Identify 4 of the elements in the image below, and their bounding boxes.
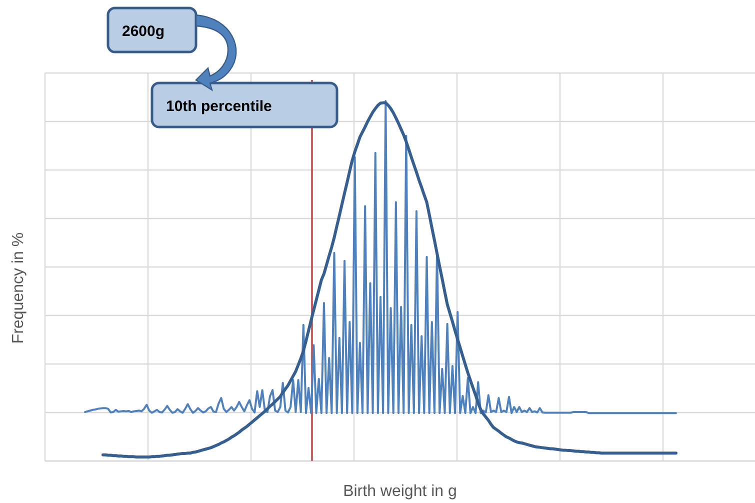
annotation: 10th percentile <box>166 98 272 115</box>
x-axis-title: Birth weight in g <box>343 483 457 500</box>
y-axis-title: Frequency in % <box>10 232 27 344</box>
text: 2600g <box>122 23 165 40</box>
